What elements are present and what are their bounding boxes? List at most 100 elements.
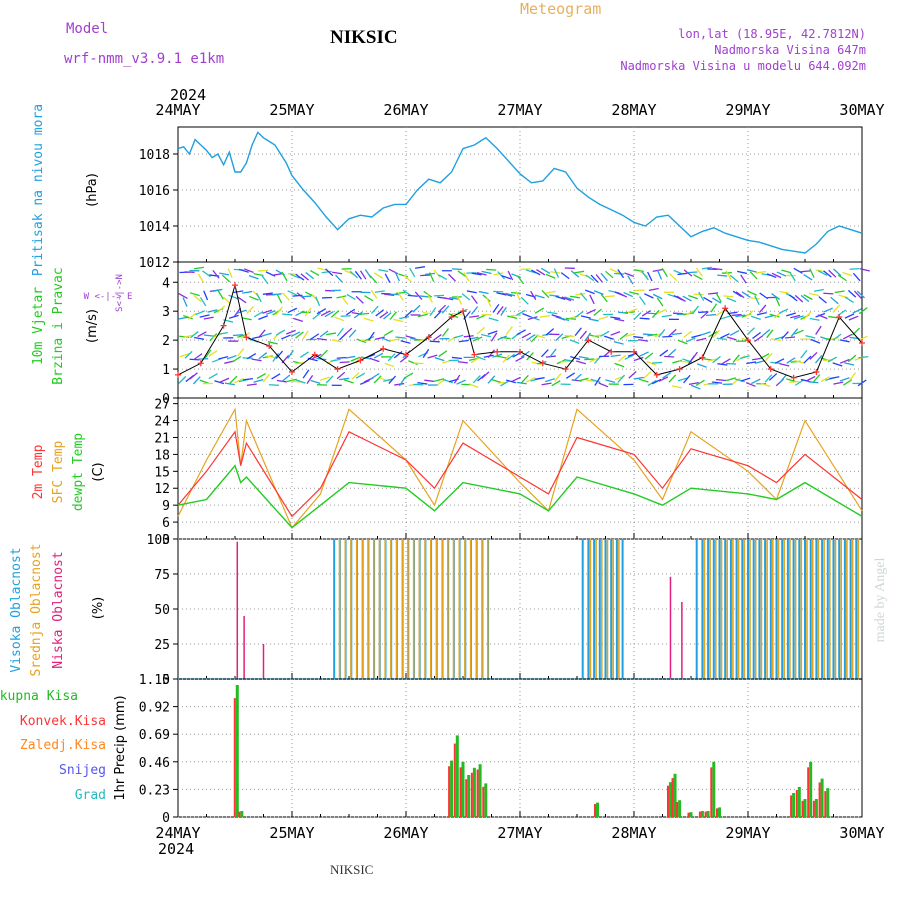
precip-conv-bar	[698, 811, 701, 817]
wind-barb	[195, 310, 206, 316]
wind-barb	[433, 269, 441, 279]
wind-barb	[803, 294, 813, 301]
wind-barb	[387, 353, 396, 362]
legend-grad: Grad	[75, 788, 106, 803]
cloud-unit: (%)	[91, 597, 106, 620]
wind-barb	[502, 354, 510, 363]
wind-barb	[496, 306, 504, 315]
cloud-label-mid: Srednja Oblacnost	[29, 543, 44, 676]
wind-barb	[692, 305, 700, 315]
wind-barb	[409, 267, 416, 278]
wind-barb	[712, 329, 720, 339]
wind-gust-mark	[631, 348, 637, 355]
wind-barb	[715, 309, 725, 317]
wind-barb	[360, 379, 370, 385]
precip-panel: 0 0.23 0.46 0.69 0.92 1.15	[139, 673, 863, 826]
wind-gust-mark	[380, 345, 387, 352]
wind-barb	[453, 374, 461, 384]
wind-barb	[321, 270, 332, 274]
year-bottom: 2024	[158, 840, 194, 858]
wind-barb	[659, 349, 669, 357]
wind-barb	[683, 374, 691, 384]
wind-barb	[735, 291, 745, 299]
wind-barb	[677, 272, 688, 276]
wind-barb	[281, 334, 291, 340]
wind-barb	[735, 314, 746, 318]
wind-barb	[857, 335, 868, 341]
wind-barb	[534, 294, 545, 299]
wind-barb	[493, 272, 504, 276]
wind-barb	[286, 378, 297, 383]
top-tick-label: 30MAY	[839, 101, 884, 119]
wind-barb	[624, 272, 635, 277]
wind-barb	[756, 311, 767, 316]
wind-barb	[858, 307, 868, 315]
wind-barb	[578, 355, 589, 359]
wind-barb	[817, 314, 828, 320]
wind-barb	[536, 268, 546, 276]
wind-barb	[847, 289, 857, 298]
precip-conv-bar	[687, 812, 690, 817]
bottom-tick-label: 24MAY	[155, 824, 200, 842]
wind-barb	[588, 318, 599, 322]
wind-barb	[500, 306, 507, 316]
wind-barb	[560, 360, 571, 363]
y-tick-label: 21	[154, 431, 170, 446]
wind-barb	[700, 331, 711, 336]
wind-barb	[671, 332, 683, 336]
wind-barb	[403, 274, 413, 283]
wind-barb	[723, 295, 734, 298]
wind-barb	[478, 290, 489, 295]
wind-barb	[453, 334, 464, 339]
wind-barb	[275, 350, 284, 360]
precip-label-unit: 1hr Precip (mm)	[113, 695, 128, 800]
y-tick-label: 18	[154, 448, 170, 463]
wind-barb	[668, 328, 677, 337]
wind-barb	[832, 304, 841, 313]
wind-barb	[813, 288, 824, 292]
wind-barb	[315, 296, 321, 307]
wind-barb	[744, 310, 754, 318]
wind-barb	[839, 358, 850, 364]
wind-barb	[193, 294, 202, 303]
wind-barb	[216, 305, 226, 314]
precip-conv-bar	[795, 790, 798, 817]
panel-frame	[177, 397, 863, 540]
wind-gust-mark	[471, 351, 478, 358]
precip-total-bar	[467, 775, 471, 817]
wind-barb	[500, 380, 510, 387]
wind-barb	[178, 292, 188, 299]
wind-barb	[530, 290, 537, 301]
wind-gust-mark	[232, 282, 238, 289]
y-tick-label: 1012	[139, 256, 170, 271]
precip-conv-bar	[710, 767, 713, 817]
wind-barb	[242, 377, 253, 381]
wind-barb	[584, 358, 595, 361]
wind-barb	[497, 271, 505, 280]
precip-conv-bar	[453, 743, 456, 817]
wind-barb	[281, 313, 293, 316]
wind-barb	[759, 292, 769, 300]
wind-barb	[534, 307, 545, 314]
wind-barb	[810, 338, 821, 344]
wind-barb	[463, 335, 474, 338]
precip-conv-bar	[594, 804, 597, 817]
wind-barb	[803, 273, 813, 281]
wind-barb	[779, 362, 790, 367]
wind-barb	[682, 295, 692, 302]
wind-barb	[525, 376, 536, 383]
wind-barb	[427, 354, 438, 359]
wind-barb	[579, 330, 588, 340]
wind-barb	[261, 332, 272, 337]
wind-gust-mark	[448, 313, 455, 320]
wind-barb	[496, 355, 507, 359]
wind-barb	[507, 270, 514, 281]
wind-gust-mark	[460, 308, 466, 315]
precip-total-bar	[461, 761, 465, 817]
wind-barb	[468, 383, 479, 389]
wind-gust-mark	[722, 305, 729, 312]
wind-barb	[271, 373, 281, 380]
wind-barb	[560, 272, 570, 280]
wind-barb	[301, 295, 312, 298]
